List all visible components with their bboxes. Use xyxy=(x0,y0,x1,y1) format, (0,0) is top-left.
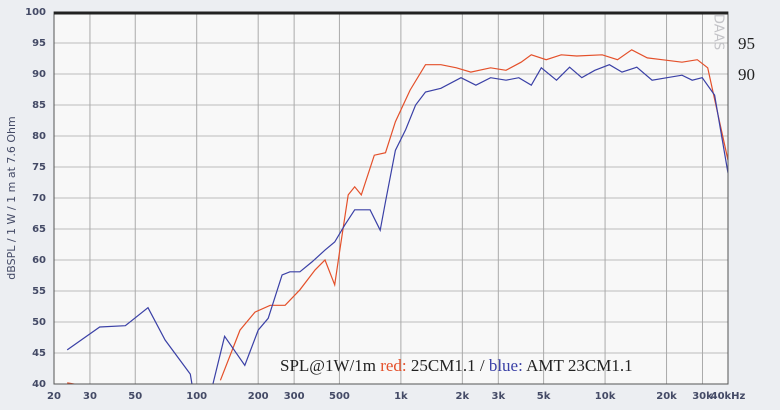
x-tick-label: 30 xyxy=(83,391,97,402)
y-tick-label: 50 xyxy=(32,317,46,328)
legend-text: red: xyxy=(380,356,406,375)
x-tick-label: 10k xyxy=(595,391,616,402)
y-tick-label: 75 xyxy=(32,162,46,173)
legend-text: AMT 23CM1.1 xyxy=(523,356,633,375)
x-tick-label: 200 xyxy=(248,391,269,402)
x-tick-label: 50 xyxy=(128,391,142,402)
y-tick-label: 45 xyxy=(32,348,46,359)
x-tick-label: 5k xyxy=(537,391,551,402)
x-tick-label: 100 xyxy=(186,391,207,402)
y-tick-label: 85 xyxy=(32,100,46,111)
legend-text: blue: xyxy=(489,356,523,375)
x-tick-label: 3k xyxy=(492,391,506,402)
y-tick-label: 70 xyxy=(32,193,46,204)
y-tick-label: 80 xyxy=(32,131,46,142)
lines xyxy=(66,49,728,384)
watermark: DAAS xyxy=(711,14,726,50)
legend-text: SPL@1W/1m xyxy=(280,356,380,375)
series-line xyxy=(66,64,728,384)
x-tick-label: 300 xyxy=(284,391,305,402)
x-tick-label: 2k xyxy=(456,391,470,402)
legend-text: 25CM1.1 / xyxy=(407,356,489,375)
x-tick-label: 30k xyxy=(692,391,713,402)
y-tick-label: 100 xyxy=(25,7,46,18)
y-tick-label: 40 xyxy=(32,379,46,390)
y-tick-label: 55 xyxy=(32,286,46,297)
legend: SPL@1W/1m red: 25CM1.1 / blue: AMT 23CM1… xyxy=(280,356,633,375)
y-tick-label: 65 xyxy=(32,224,46,235)
y-tick-label: 95 xyxy=(32,38,46,49)
y-axis-label: dBSPL / 1 W / 1 m at 7.6 Ohm xyxy=(5,116,18,279)
x-tick-label: 20k xyxy=(656,391,677,402)
x-tick-label: 1k xyxy=(394,391,408,402)
annotation: 95 xyxy=(738,34,755,53)
y-tick-label: 90 xyxy=(32,69,46,80)
y-tick-label: 60 xyxy=(32,255,46,266)
series-line xyxy=(67,49,728,384)
x-tick-label: 40kHz xyxy=(711,391,746,402)
annotation: 90 xyxy=(738,65,755,84)
grid xyxy=(53,11,729,385)
x-tick-label: 500 xyxy=(329,391,350,402)
x-tick-label: 20 xyxy=(47,391,61,402)
